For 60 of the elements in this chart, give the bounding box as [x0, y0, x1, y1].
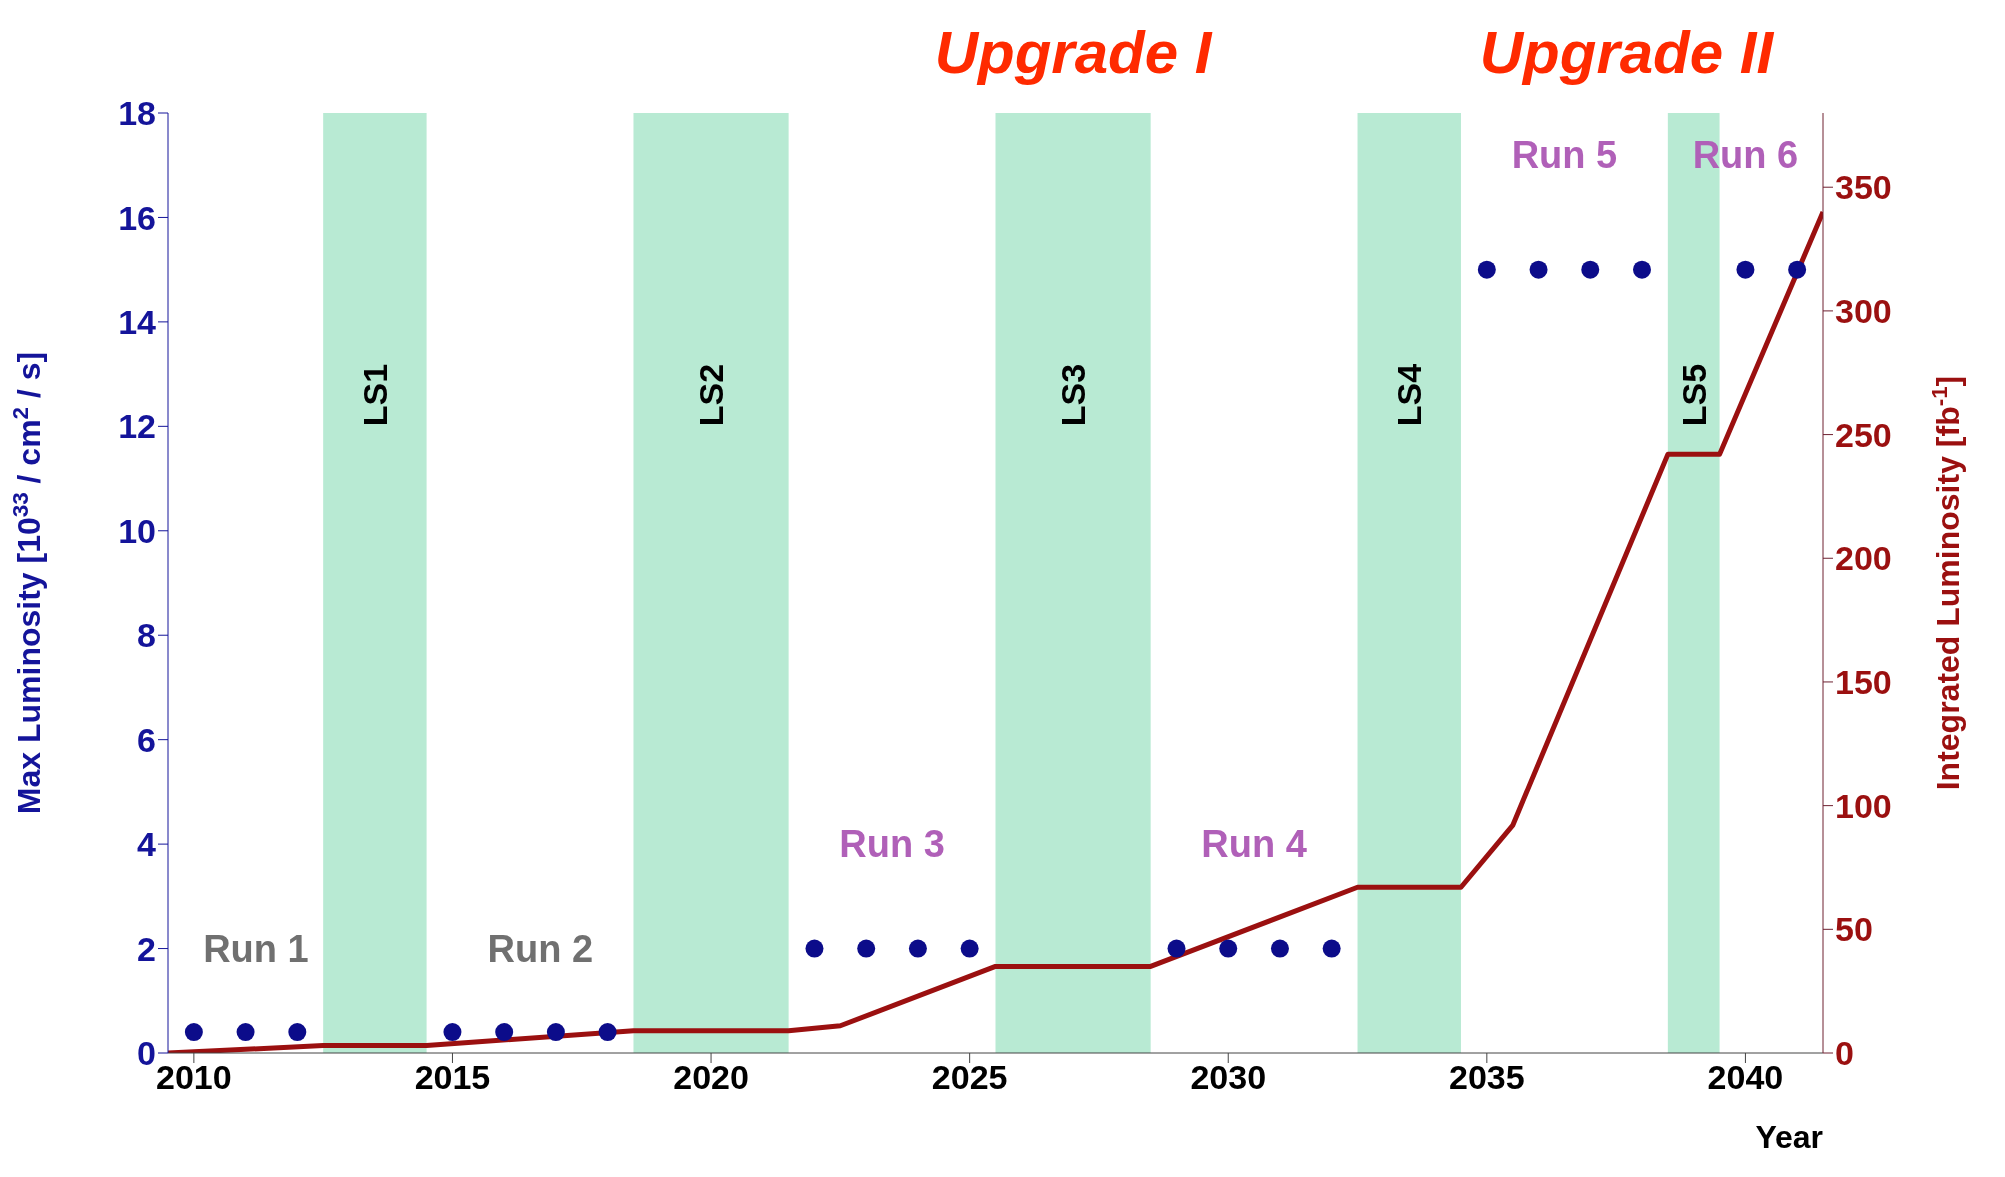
point	[443, 1023, 462, 1042]
y2-tick-label: 0	[1835, 1034, 1854, 1073]
point	[1736, 260, 1755, 279]
annotation: Run 6	[1692, 133, 1799, 176]
text: Upgrade I	[934, 19, 1213, 86]
point	[1219, 939, 1238, 958]
point	[1477, 260, 1496, 279]
band-label: LS1	[355, 363, 394, 427]
point	[1322, 939, 1341, 958]
y-tick-label: 6	[137, 720, 156, 759]
y-tick-label: 10	[118, 511, 156, 550]
point	[1270, 939, 1289, 958]
point	[1581, 260, 1600, 279]
point	[960, 939, 979, 958]
point	[1632, 260, 1651, 279]
point	[236, 1023, 255, 1042]
y2-tick-label: 50	[1835, 910, 1873, 949]
y2-tick-label: 150	[1835, 663, 1892, 702]
annotation: Run 2	[487, 927, 594, 970]
point	[857, 939, 876, 958]
point	[1167, 939, 1186, 958]
x-tick-label: 2040	[1707, 1058, 1784, 1097]
x-tick-label: 2025	[931, 1058, 1008, 1097]
y2-tick-label: 100	[1835, 786, 1892, 825]
point	[805, 939, 824, 958]
point	[908, 939, 927, 958]
x-axis-title: Year	[1755, 1119, 1823, 1155]
point	[598, 1023, 617, 1042]
y-tick-label: 8	[137, 616, 156, 655]
point	[1529, 260, 1548, 279]
point	[1788, 260, 1807, 279]
y-tick-label: 12	[118, 407, 156, 446]
y-tick-label: 18	[118, 94, 156, 133]
y2-tick-label: 200	[1835, 539, 1892, 578]
y-tick-label: 4	[137, 825, 157, 864]
band-label: LS3	[1054, 363, 1093, 427]
annotation: Run 5	[1511, 133, 1618, 176]
y2-tick-label: 250	[1835, 415, 1892, 454]
y-tick-label: 14	[118, 302, 157, 341]
x-tick-label: 2010	[156, 1058, 232, 1097]
point	[184, 1023, 203, 1042]
y-tick-label: 16	[118, 198, 156, 237]
y-tick-label: 2	[137, 929, 156, 968]
x-tick-label: 2035	[1449, 1058, 1525, 1097]
x-tick-label: 2020	[673, 1058, 749, 1097]
band-label: LS4	[1390, 363, 1429, 427]
text: Upgrade II	[1479, 19, 1775, 86]
y2-tick-label: 350	[1835, 168, 1892, 207]
band-label: LS2	[692, 363, 731, 427]
y-tick-label: 0	[137, 1034, 156, 1073]
annotation: Run 3	[839, 823, 945, 866]
point	[546, 1023, 565, 1042]
band-label: LS5	[1674, 363, 1713, 427]
annotation: Run 4	[1201, 823, 1307, 866]
point	[495, 1023, 514, 1042]
annotation: Run 1	[203, 927, 309, 970]
x-tick-label: 2015	[414, 1058, 491, 1097]
y2-tick-label: 300	[1835, 291, 1892, 330]
point	[288, 1023, 307, 1042]
x-tick-label: 2030	[1190, 1058, 1267, 1097]
